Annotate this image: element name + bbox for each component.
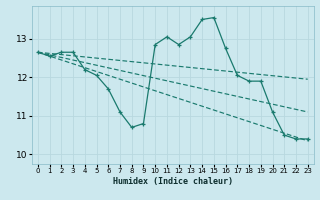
X-axis label: Humidex (Indice chaleur): Humidex (Indice chaleur) xyxy=(113,177,233,186)
